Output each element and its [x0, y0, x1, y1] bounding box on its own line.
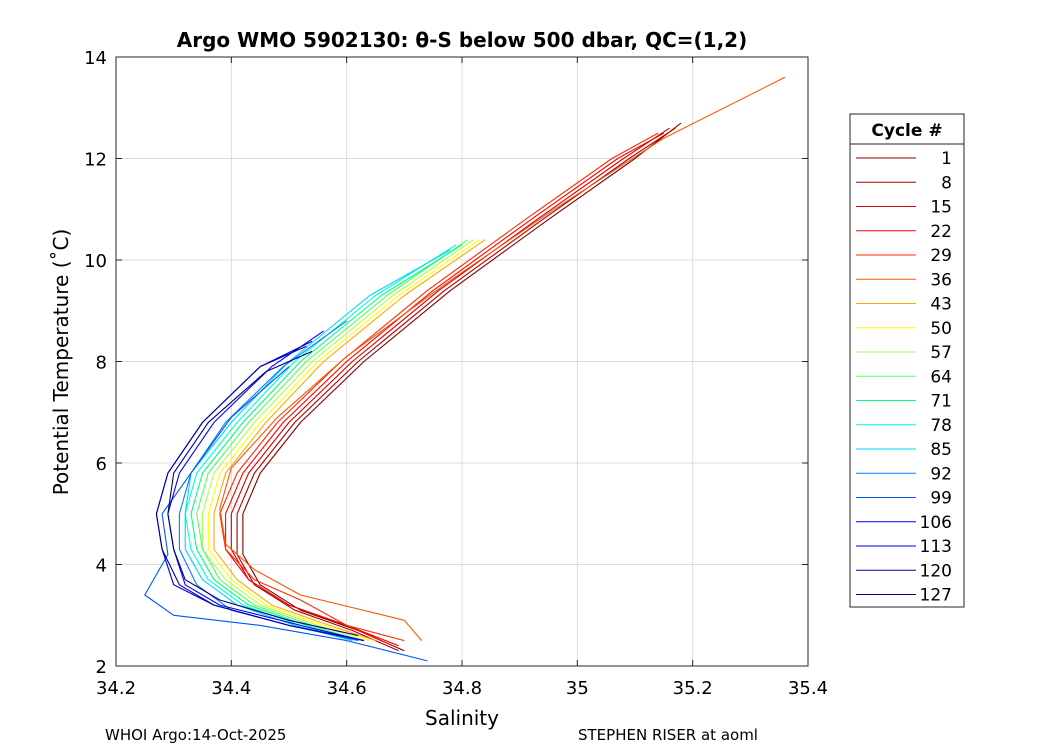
legend-label-15: 15 [930, 198, 952, 218]
x-tick-label: 34.2 [96, 678, 136, 699]
x-tick-label: 35.2 [673, 678, 713, 699]
series-line-cycle-99 [144, 366, 428, 662]
legend-label-85: 85 [930, 440, 952, 460]
series-line-cycle-1 [242, 122, 682, 652]
x-tick-label: 34.4 [211, 678, 251, 699]
y-tick-label: 8 [96, 353, 107, 374]
legend: Cycle # 18152229364350576471788592991061… [849, 113, 965, 608]
legend-entries: 1 8 15 22 29 36 43 50 57 64 71 78 85 92 99 106 113 120 127 [856, 149, 952, 606]
x-tick-label: 35 [566, 678, 589, 699]
legend-label-127: 127 [920, 586, 952, 606]
legend-box [849, 113, 965, 608]
series-line-cycle-22 [225, 132, 665, 647]
footer-credit: STEPHEN RISER at aoml [578, 726, 758, 744]
legend-label-29: 29 [930, 246, 952, 266]
legend-label-99: 99 [930, 489, 952, 509]
y-tick-label: 14 [84, 48, 107, 69]
legend-label-22: 22 [930, 222, 952, 242]
legend-label-8: 8 [941, 173, 952, 193]
legend-label-1: 1 [941, 149, 952, 169]
legend-label-71: 71 [930, 392, 952, 412]
tick-layer: 34.2 34.4 34.6 34.8 35 35.2 35.4 2 4 6 8 10 12 14 [84, 48, 828, 699]
series-line-cycle-127 [167, 350, 359, 637]
series-line-cycle-43 [213, 239, 486, 642]
legend-label-43: 43 [930, 295, 952, 315]
y-tick-label: 6 [96, 454, 107, 475]
legend-label-92: 92 [930, 464, 952, 484]
series-line-cycle-29 [219, 132, 659, 642]
chart-title: Argo WMO 5902130: θ-S below 500 dbar, QC… [177, 28, 747, 52]
series-line-cycle-8 [236, 127, 676, 652]
x-tick-label: 34.8 [442, 678, 482, 699]
series-line-cycle-50 [207, 239, 480, 642]
legend-label-78: 78 [930, 416, 952, 436]
x-axis-label: Salinity [425, 706, 499, 730]
y-axis-label: Potential Temperature (˚C) [49, 229, 73, 496]
legend-label-57: 57 [930, 343, 952, 363]
legend-label-106: 106 [920, 513, 952, 533]
series-line-cycle-71 [190, 244, 463, 642]
legend-label-64: 64 [930, 367, 952, 387]
series-layer [144, 76, 786, 662]
legend-title: Cycle # [871, 121, 942, 141]
series-line-cycle-120 [155, 345, 365, 642]
y-tick-label: 10 [84, 251, 107, 272]
y-tick-label: 12 [84, 150, 107, 171]
footer-date: WHOI Argo:14-Oct-2025 [105, 726, 287, 744]
y-tick-label: 4 [96, 556, 107, 577]
series-line-cycle-64 [196, 239, 469, 642]
series-line-cycle-57 [201, 239, 474, 642]
x-tick-label: 35.4 [788, 678, 828, 699]
x-tick-label: 34.6 [327, 678, 367, 699]
y-tick-label: 2 [96, 657, 107, 678]
legend-label-50: 50 [930, 319, 952, 339]
series-line-cycle-85 [184, 249, 451, 642]
legend-label-36: 36 [930, 270, 952, 290]
series-line-cycle-36 [219, 76, 786, 641]
legend-label-120: 120 [920, 561, 952, 581]
legend-label-113: 113 [920, 537, 952, 557]
